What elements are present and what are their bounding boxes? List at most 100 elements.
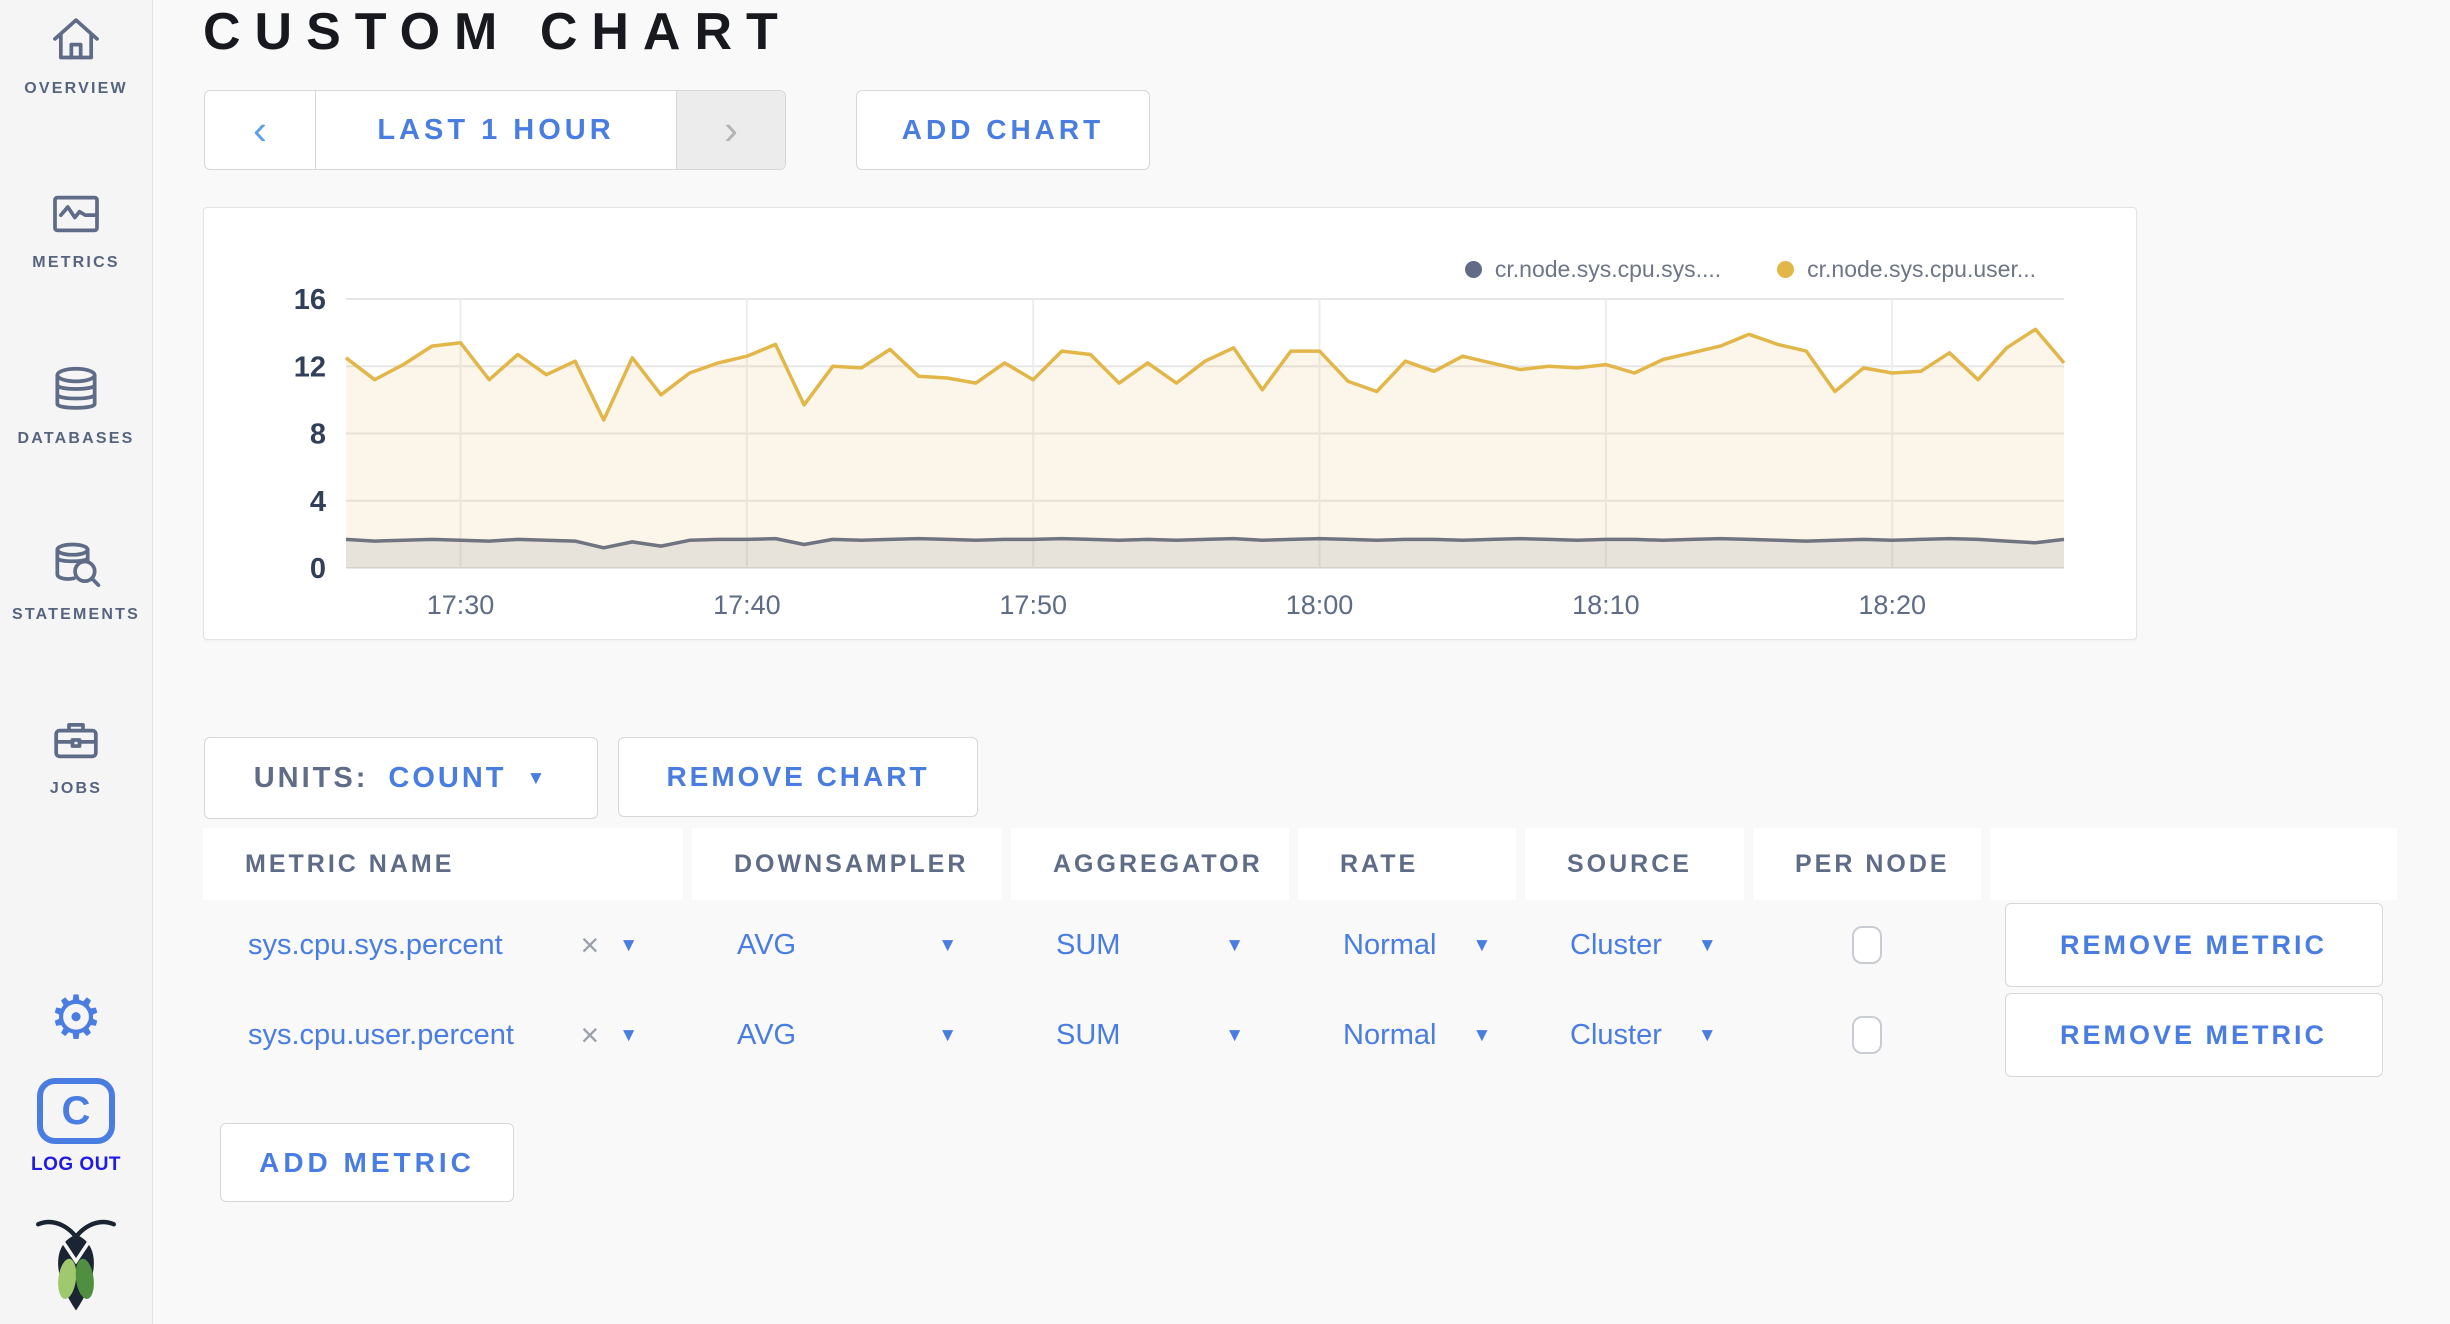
- per-node-cell: [1753, 990, 1981, 1080]
- chevron-down-icon: ▼: [1225, 934, 1244, 956]
- units-value: COUNT: [388, 761, 507, 794]
- svg-text:16: 16: [294, 284, 326, 316]
- svg-text:0: 0: [310, 553, 326, 585]
- chevron-right-icon: ›: [724, 106, 738, 153]
- downsampler-select[interactable]: AVG ▼: [692, 990, 1002, 1080]
- chevron-down-icon: ▼: [1697, 1024, 1717, 1046]
- aggregator-select[interactable]: SUM ▼: [1011, 900, 1289, 990]
- sidebar: OVERVIEW METRICS DATABASES STATEMENTS: [0, 0, 153, 1324]
- sidebar-item-jobs[interactable]: JOBS: [0, 712, 152, 798]
- time-range-label: LAST 1 HOUR: [377, 113, 615, 146]
- metric-name-value[interactable]: sys.cpu.sys.percent: [248, 928, 503, 961]
- svg-text:12: 12: [294, 351, 326, 383]
- jobs-icon: [54, 722, 98, 759]
- metrics-table-header: METRIC NAME DOWNSAMPLER AGGREGATOR RATE …: [203, 828, 2397, 900]
- chevron-down-icon: ▼: [1697, 934, 1717, 956]
- remove-metric-button[interactable]: REMOVE METRIC: [2004, 993, 2383, 1077]
- source-value: Cluster: [1570, 1018, 1662, 1051]
- chevron-down-icon: ▼: [1472, 1024, 1492, 1046]
- sidebar-item-databases[interactable]: DATABASES: [0, 362, 152, 448]
- cockroach-logo[interactable]: [32, 1210, 120, 1316]
- chart-legend: cr.node.sys.cpu.sys.... cr.node.sys.cpu.…: [1464, 256, 2036, 283]
- metric-row: sys.cpu.user.percent × ▼ AVG ▼ SUM ▼ Normal ▼ Clu…: [203, 990, 2397, 1080]
- sidebar-item-label: METRICS: [32, 254, 120, 271]
- per-node-cell: [1753, 900, 1981, 990]
- metric-row: sys.cpu.sys.percent × ▼ AVG ▼ SUM ▼ Normal ▼ Clus…: [203, 900, 2397, 990]
- legend-label: cr.node.sys.cpu.sys....: [1494, 256, 1722, 282]
- column-header-rate: RATE: [1298, 828, 1516, 900]
- add-metric-button[interactable]: ADD METRIC: [220, 1123, 514, 1202]
- time-range-picker: ‹ LAST 1 HOUR ›: [204, 90, 786, 170]
- time-range-dropdown[interactable]: LAST 1 HOUR: [315, 91, 677, 169]
- sidebar-item-overview[interactable]: OVERVIEW: [0, 12, 152, 98]
- column-header-per-node: PER NODE: [1753, 828, 1981, 900]
- clear-metric-icon[interactable]: ×: [580, 927, 600, 963]
- downsampler-value: AVG: [737, 1018, 797, 1051]
- database-icon: [55, 366, 97, 410]
- chart-card: 0 4 8 12 16 17:30 17:40 17:50 18:00 18:10 18:20 cr…: [203, 207, 2137, 640]
- sidebar-item-statements[interactable]: STATEMENTS: [0, 538, 152, 624]
- legend-item-sys[interactable]: cr.node.sys.cpu.sys....: [1464, 256, 1722, 283]
- metrics-icon: [53, 195, 99, 233]
- svg-text:18:20: 18:20: [1858, 590, 1926, 620]
- svg-text:17:40: 17:40: [713, 590, 781, 620]
- downsampler-value: AVG: [737, 928, 797, 961]
- time-next-button[interactable]: ›: [677, 91, 785, 169]
- logout-label: LOG OUT: [30, 1154, 122, 1175]
- svg-text:8: 8: [310, 419, 326, 451]
- aggregator-select[interactable]: SUM ▼: [1011, 990, 1289, 1080]
- metric-name-value[interactable]: sys.cpu.user.percent: [248, 1018, 514, 1051]
- clear-metric-icon[interactable]: ×: [580, 1017, 600, 1053]
- chevron-left-icon: ‹: [253, 106, 267, 153]
- source-select[interactable]: Cluster ▼: [1525, 990, 1744, 1080]
- units-dropdown[interactable]: UNITS: COUNT ▼: [204, 737, 598, 819]
- units-label: UNITS:: [253, 761, 369, 794]
- metric-name-cell: sys.cpu.user.percent × ▼: [203, 990, 683, 1080]
- statements-icon: [55, 542, 101, 587]
- line-chart: 0 4 8 12 16 17:30 17:40 17:50 18:00 18:10 18:20: [294, 284, 2066, 620]
- metrics-table: METRIC NAME DOWNSAMPLER AGGREGATOR RATE …: [203, 828, 2397, 1080]
- metric-name-cell: sys.cpu.sys.percent × ▼: [203, 900, 683, 990]
- chevron-down-icon: ▼: [938, 934, 957, 956]
- time-prev-button[interactable]: ‹: [205, 91, 315, 169]
- chevron-down-icon[interactable]: ▼: [619, 1024, 638, 1046]
- home-icon: [53, 18, 99, 60]
- sidebar-item-metrics[interactable]: METRICS: [0, 186, 152, 272]
- legend-dot-user: [1777, 261, 1795, 278]
- svg-text:18:10: 18:10: [1572, 590, 1640, 620]
- svg-text:17:30: 17:30: [427, 590, 495, 620]
- source-value: Cluster: [1570, 928, 1662, 961]
- column-header-actions: [1990, 828, 2397, 900]
- rate-select[interactable]: Normal ▼: [1298, 900, 1516, 990]
- sidebar-item-label: STATEMENTS: [11, 606, 141, 623]
- per-node-checkbox[interactable]: [1852, 926, 1882, 964]
- column-header-metric-name: METRIC NAME: [203, 828, 683, 900]
- legend-item-user[interactable]: cr.node.sys.cpu.user...: [1777, 256, 2036, 283]
- legend-label: cr.node.sys.cpu.user...: [1807, 256, 2036, 282]
- actions-cell: REMOVE METRIC: [1990, 900, 2397, 990]
- sidebar-item-label: DATABASES: [17, 430, 135, 447]
- per-node-checkbox[interactable]: [1852, 1016, 1882, 1054]
- column-header-aggregator: AGGREGATOR: [1011, 828, 1289, 900]
- remove-metric-button[interactable]: REMOVE METRIC: [2004, 903, 2383, 987]
- rate-select[interactable]: Normal ▼: [1298, 990, 1516, 1080]
- aggregator-value: SUM: [1056, 928, 1121, 961]
- svg-text:17:50: 17:50: [999, 590, 1067, 620]
- remove-chart-button[interactable]: REMOVE CHART: [618, 737, 978, 817]
- source-select[interactable]: Cluster ▼: [1525, 900, 1744, 990]
- logout-button[interactable]: C LOG OUT: [0, 1078, 152, 1176]
- svg-text:18:00: 18:00: [1286, 590, 1354, 620]
- rate-value: Normal: [1343, 1018, 1437, 1051]
- chevron-down-icon: ▼: [938, 1024, 957, 1046]
- column-header-downsampler: DOWNSAMPLER: [692, 828, 1002, 900]
- sidebar-item-label: JOBS: [49, 780, 103, 797]
- legend-dot-sys: [1464, 261, 1482, 278]
- cockroach-c-icon: C: [37, 1078, 115, 1144]
- add-chart-button[interactable]: ADD CHART: [856, 90, 1150, 170]
- gear-icon[interactable]: ⚙: [49, 984, 103, 1051]
- actions-cell: REMOVE METRIC: [1990, 990, 2397, 1080]
- chevron-down-icon: ▼: [1225, 1024, 1244, 1046]
- downsampler-select[interactable]: AVG ▼: [692, 900, 1002, 990]
- chevron-down-icon[interactable]: ▼: [619, 934, 638, 956]
- metric-select-controls: × ▼: [581, 1019, 639, 1051]
